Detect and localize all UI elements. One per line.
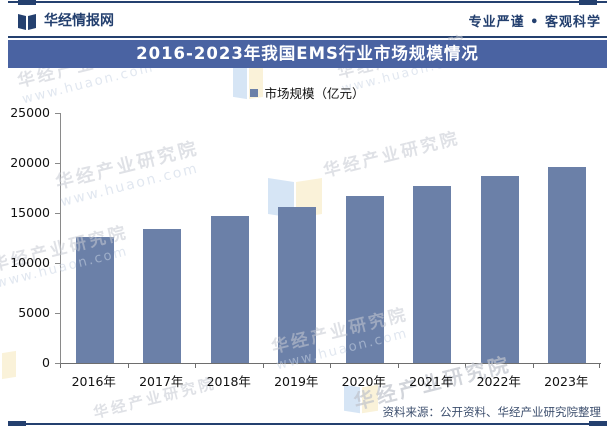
plot-area (60, 113, 601, 364)
y-axis-label: 20000 (10, 155, 50, 170)
y-axis-tick (55, 363, 60, 364)
legend: 市场规模（亿元） (0, 83, 615, 102)
x-axis-label: 2023年 (544, 374, 589, 389)
legend-label: 市场规模（亿元） (264, 86, 365, 101)
x-axis-label: 2020年 (341, 374, 386, 389)
x-axis-label: 2017年 (139, 374, 184, 389)
y-axis-tick (55, 163, 60, 164)
header-slogan: 专业严谨 • 客观科学 (468, 14, 601, 30)
x-axis-label: 2022年 (476, 374, 521, 389)
y-axis-label: 10000 (10, 255, 50, 270)
bottom-line-right-cap (589, 421, 607, 426)
x-axis-tick (532, 364, 534, 368)
legend-marker-icon (250, 88, 259, 97)
header: 华经情报网 专业严谨 • 客观科学 (18, 9, 601, 31)
top-divider-line (8, 1, 607, 3)
header-divider-line (8, 36, 607, 38)
x-axis-label: 2016年 (71, 374, 116, 389)
top-line-right-cap (579, 0, 597, 5)
source-note: 资料来源：公开资料、华经产业研究院整理 (382, 405, 602, 419)
x-axis-label: 2019年 (274, 374, 319, 389)
bar-2021年 (413, 186, 452, 363)
y-axis-label: 0 (42, 355, 50, 370)
y-axis-label: 25000 (10, 105, 50, 120)
y-axis-label: 15000 (10, 205, 50, 220)
x-axis-tick (195, 364, 196, 368)
bar-2022年 (480, 176, 519, 363)
x-axis-tick (397, 364, 399, 368)
x-axis-tick (465, 364, 466, 368)
y-axis-tick (55, 313, 60, 314)
huajing-book-logo-icon (18, 12, 38, 30)
y-axis-label: 5000 (18, 305, 50, 320)
y-axis-tick (55, 263, 60, 264)
x-axis-tick (599, 364, 600, 368)
bar-2017年 (143, 229, 182, 363)
bottom-divider-line (8, 423, 607, 425)
bar-2019年 (278, 207, 317, 363)
y-axis-tick (55, 213, 60, 214)
brand-name: 华经情报网 (44, 13, 114, 29)
chart-title: 2016-2023年我国EMS行业市场规模情况 (136, 44, 479, 63)
x-axis-tick (60, 364, 61, 368)
brand: 华经情报网 (18, 10, 114, 30)
bar-2023年 (548, 167, 587, 363)
y-axis-tick (55, 113, 60, 114)
x-axis-tick (330, 364, 331, 368)
chart-title-bar: 2016-2023年我国EMS行业市场规模情况 (8, 40, 607, 68)
bar-2018年 (210, 216, 249, 363)
x-axis-tick (127, 364, 129, 368)
x-axis-tick (262, 364, 264, 368)
x-axis-label: 2021年 (409, 374, 454, 389)
bar-2020年 (345, 196, 384, 363)
top-line-left-cap (18, 0, 36, 5)
bar-2016年 (75, 237, 114, 363)
x-axis-label: 2018年 (206, 374, 251, 389)
bottom-line-left-cap (8, 421, 26, 426)
